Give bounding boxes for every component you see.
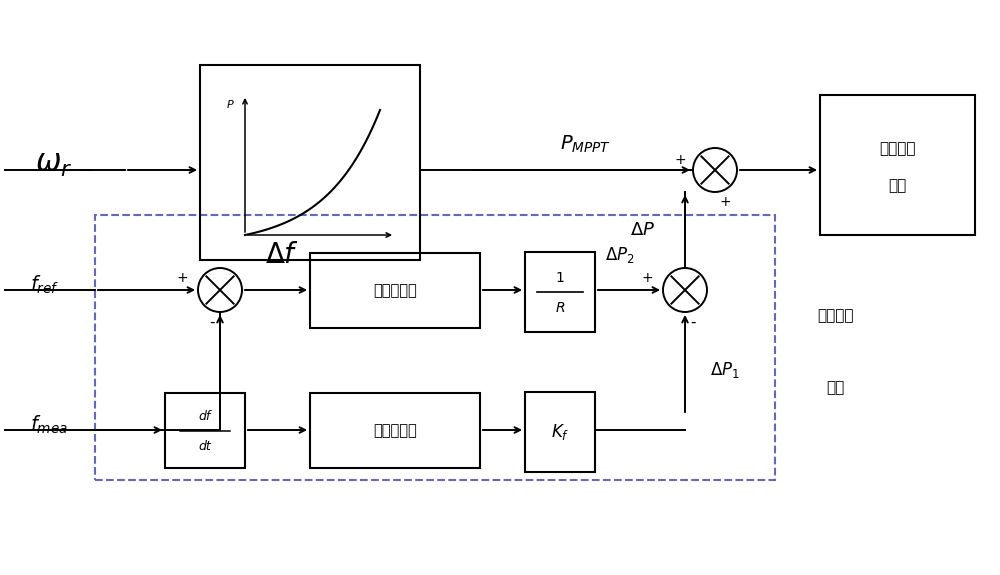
Text: $\Delta f$: $\Delta f$ bbox=[265, 241, 299, 269]
Text: 控制: 控制 bbox=[826, 380, 844, 395]
Text: -: - bbox=[209, 315, 215, 329]
Text: $P_{MPPT}$: $P_{MPPT}$ bbox=[560, 134, 611, 155]
Text: +: + bbox=[674, 153, 686, 167]
Bar bbox=[525, 252, 595, 332]
Text: 1: 1 bbox=[556, 271, 564, 285]
Text: +: + bbox=[176, 271, 188, 285]
Text: dt: dt bbox=[199, 440, 211, 454]
Text: $\Delta P_2$: $\Delta P_2$ bbox=[605, 245, 635, 265]
Text: 低通滤波器: 低通滤波器 bbox=[373, 423, 417, 438]
Text: -: - bbox=[690, 315, 696, 329]
Bar bbox=[525, 392, 595, 472]
Bar bbox=[95, 215, 775, 480]
Bar bbox=[200, 65, 420, 260]
Bar bbox=[310, 253, 480, 328]
Bar bbox=[820, 95, 975, 235]
Text: $f_{ref}$: $f_{ref}$ bbox=[30, 274, 59, 296]
Text: R: R bbox=[555, 301, 565, 315]
Text: +: + bbox=[719, 195, 731, 209]
Text: df: df bbox=[199, 411, 211, 424]
Bar bbox=[165, 393, 245, 468]
Text: P: P bbox=[226, 100, 233, 110]
Text: 高通滤波器: 高通滤波器 bbox=[373, 283, 417, 298]
Bar bbox=[310, 393, 480, 468]
Text: 模拟惯性: 模拟惯性 bbox=[817, 308, 853, 323]
Text: $\Delta P_1$: $\Delta P_1$ bbox=[710, 360, 740, 380]
Text: 转子侧变: 转子侧变 bbox=[879, 141, 916, 156]
Text: $\omega_r$: $\omega_r$ bbox=[35, 151, 72, 179]
Text: $\Delta P$: $\Delta P$ bbox=[630, 221, 655, 239]
Text: $K_f$: $K_f$ bbox=[551, 422, 569, 442]
Text: 流器: 流器 bbox=[888, 178, 907, 194]
Text: +: + bbox=[641, 271, 653, 285]
Text: $f_{mea}$: $f_{mea}$ bbox=[30, 414, 68, 436]
